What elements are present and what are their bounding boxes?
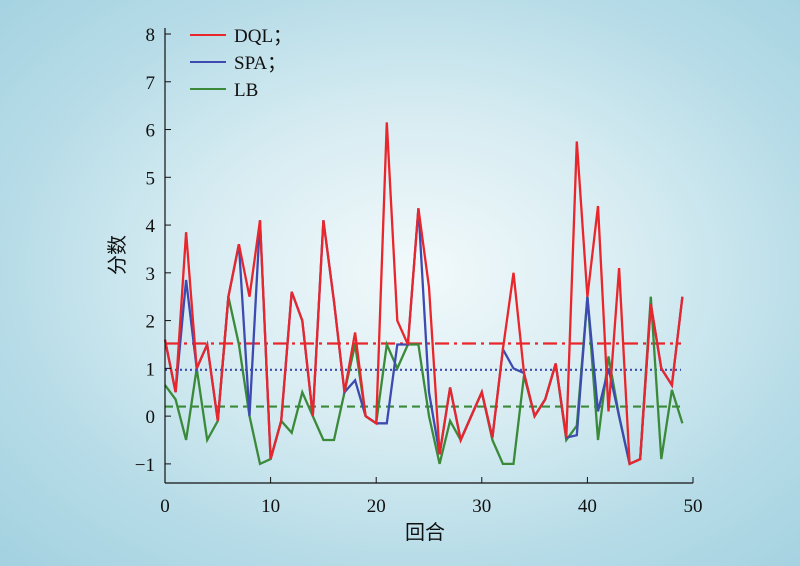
legend: DQL； SPA； LB xyxy=(190,26,292,101)
y-tick-label: 7 xyxy=(146,73,156,94)
y-tick-label: 0 xyxy=(146,407,156,428)
y-tick-label: 6 xyxy=(146,121,156,142)
x-tick-label: 50 xyxy=(684,496,703,517)
y-axis-label: 分数 xyxy=(105,235,129,275)
legend-label: SPA； xyxy=(234,53,286,74)
y-tick-label: 4 xyxy=(146,216,156,237)
y-tick-label: 8 xyxy=(146,25,156,46)
x-tick-label: 0 xyxy=(160,496,170,517)
series-line-3 xyxy=(164,296,684,466)
x-tick-label: 30 xyxy=(472,496,491,517)
y-tick-label: −1 xyxy=(135,455,155,476)
x-tick-label: 40 xyxy=(578,496,597,517)
y-tick-label: 5 xyxy=(146,168,156,189)
y-tick-label: 1 xyxy=(146,359,156,380)
x-axis-label: 回合 xyxy=(405,520,445,544)
series-line-2 xyxy=(163,208,684,466)
legend-label: DQL； xyxy=(234,26,292,47)
x-tick-label: 10 xyxy=(261,496,280,517)
x-tick-label: 20 xyxy=(367,496,386,517)
legend-label: LB xyxy=(234,80,258,101)
series-line-1 xyxy=(163,122,684,466)
y-tick-label: 2 xyxy=(146,312,156,333)
y-tick-label: 3 xyxy=(146,264,156,285)
series-lines xyxy=(163,122,684,466)
